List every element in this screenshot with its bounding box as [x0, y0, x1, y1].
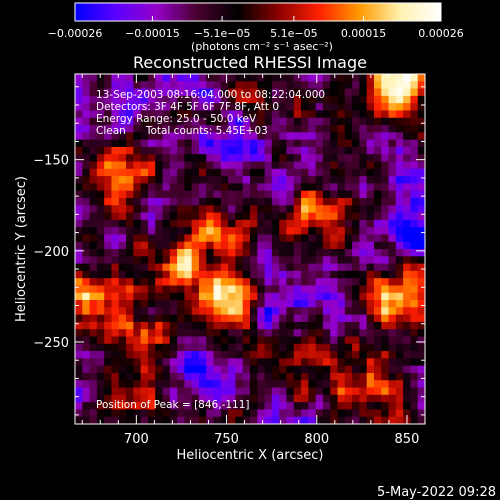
heatmap-image: [75, 74, 425, 424]
chart-title: Reconstructed RHESSI Image: [133, 53, 367, 72]
y-tick-label: −200: [33, 245, 69, 260]
x-tick-label: 750: [214, 432, 239, 447]
colorbar-tick-label: 0.00015: [341, 27, 387, 40]
colorbar-unit-label: (photons cm⁻² s⁻¹ asec⁻²): [191, 40, 333, 53]
colorbar: −0.00026 −0.00015 −5.1e−05 5.1e−05 0.00015 0.…: [48, 2, 464, 53]
colorbar-tick-label: −0.00026: [48, 27, 103, 40]
colorbar-gradient: [75, 3, 441, 21]
colorbar-tick-label: −5.1e−05: [194, 27, 251, 40]
plot-frame: [74, 73, 426, 425]
annotation-time-range: 13-Sep-2003 08:16:04.000 to 08:22:04.000: [96, 89, 325, 101]
annotation-clean-counts: Clean Total counts: 5.45E+03: [96, 125, 268, 137]
x-axis-label: Heliocentric X (arcsec): [177, 448, 324, 463]
x-tick-label: 850: [395, 432, 420, 447]
colorbar-ticks: −0.00026 −0.00015 −5.1e−05 5.1e−05 0.00015 0.…: [48, 16, 464, 40]
annotation-block: 13-Sep-2003 08:16:04.000 to 08:22:04.000…: [96, 89, 325, 137]
colorbar-frame: [74, 2, 442, 22]
timestamp: 5-May-2022 09:28: [377, 485, 496, 500]
y-axis-label: Heliocentric Y (arcsec): [14, 176, 29, 322]
peak-position-label: Position of Peak = [846,-111]: [96, 399, 250, 411]
x-tick-label: 800: [304, 432, 329, 447]
annotation-detectors: Detectors: 3F 4F 5F 6F 7F 8F, Att 0: [96, 101, 279, 113]
y-axis-ticks: −150 −200 −250: [33, 86, 425, 416]
x-axis-ticks: 700 750 800 850: [81, 74, 426, 447]
y-tick-label: −150: [33, 154, 69, 169]
colorbar-tick-label: 0.00026: [418, 27, 464, 40]
x-tick-label: 700: [124, 432, 149, 447]
colorbar-tick-label: 5.1e−05: [270, 27, 317, 40]
colorbar-tick-label: −0.00015: [125, 27, 180, 40]
annotation-energy-range: Energy Range: 25.0 - 50.0 keV: [96, 113, 257, 125]
y-tick-label: −250: [33, 336, 69, 351]
